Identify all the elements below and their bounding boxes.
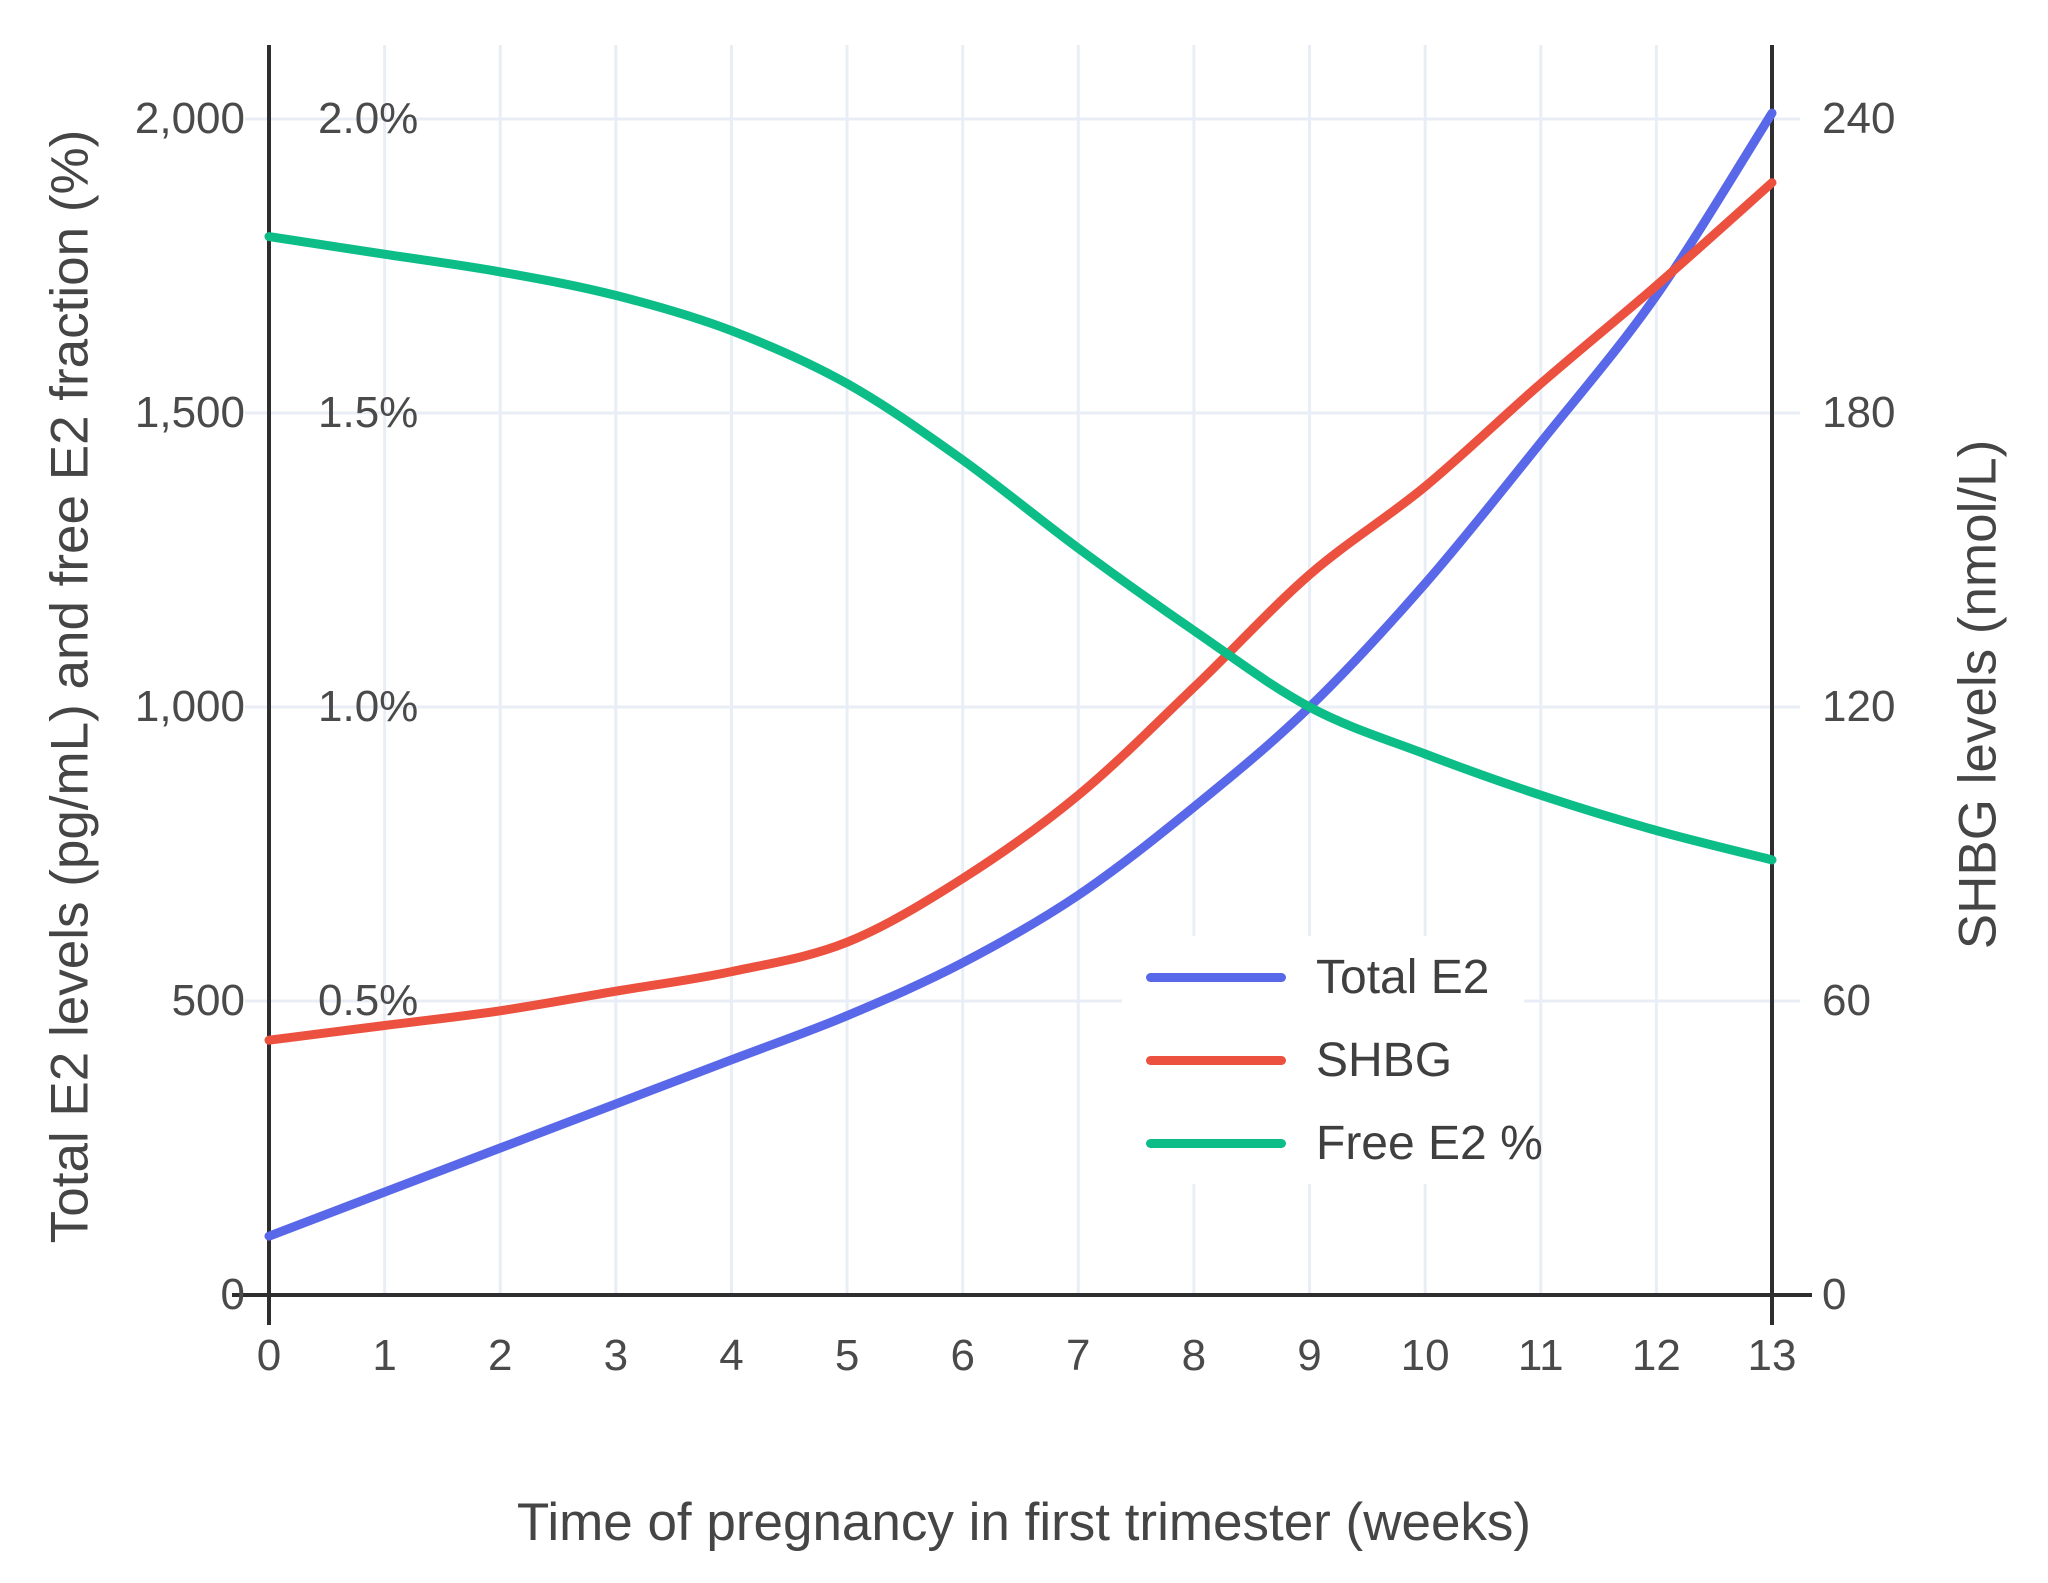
y-axis-title-left: Total E2 levels (pg/mL) and free E2 frac… [40,129,100,1244]
right-axis-tick-label: 120 [1822,682,1896,731]
legend: Total E2 SHBG Free E2 % [1122,936,1543,1184]
percent-tick-label: 1.0% [318,682,419,731]
x-tick-label: 11 [1517,1331,1564,1380]
legend-color-line [1146,1138,1286,1148]
x-tick-label: 3 [603,1331,629,1380]
x-tick-label: 2 [487,1331,513,1380]
x-tick-label: 5 [834,1331,860,1380]
right-axis-tick-label: 240 [1822,94,1896,143]
legend-item-free-e2-[interactable]: Free E2 % [1122,1108,1543,1178]
x-tick-label: 9 [1297,1331,1322,1380]
legend-label: Total E2 [1316,950,1490,1004]
x-tick-label: 4 [719,1331,744,1380]
left-axis-tick-label: 0 [220,1270,245,1319]
legend-label: Free E2 % [1316,1116,1543,1170]
right-axis-tick-label: 180 [1822,388,1896,437]
x-tick-label: 6 [950,1331,975,1380]
left-axis-tick-label: 2,000 [134,94,245,143]
legend-label: SHBG [1316,1033,1453,1087]
percent-tick-label: 0.5% [318,976,419,1025]
right-axis-tick-label: 0 [1822,1270,1847,1319]
x-axis-title: Time of pregnancy in first trimester (we… [516,1493,1532,1552]
left-axis-tick-label: 1,000 [134,682,245,731]
x-tick-label: 12 [1631,1331,1681,1380]
legend-color-line [1146,972,1286,982]
legend-color-line [1146,1055,1286,1065]
x-tick-label: 8 [1181,1331,1207,1380]
x-tick-label: 0 [256,1331,282,1380]
series-line-shbg [264,178,1777,1045]
x-tick-label: 10 [1400,1331,1450,1380]
right-axis-tick-label: 60 [1822,976,1871,1025]
y-axis-title-right: SHBG levels (nmol/L) [1948,439,2008,950]
x-tick-label: 13 [1747,1331,1797,1380]
left-axis-tick-label: 1,500 [134,388,245,437]
x-tick-label: 1 [372,1331,397,1380]
series-line-free-e2- [264,232,1777,865]
legend-item-total-e2[interactable]: Total E2 [1122,942,1524,1012]
legend-item-shbg[interactable]: SHBG [1122,1025,1524,1095]
series-line-total-e2 [264,108,1777,1241]
x-tick-label: 7 [1066,1331,1091,1380]
percent-tick-label: 1.5% [318,388,419,437]
percent-tick-label: 2.0% [318,94,419,143]
left-axis-tick-label: 500 [171,976,245,1025]
